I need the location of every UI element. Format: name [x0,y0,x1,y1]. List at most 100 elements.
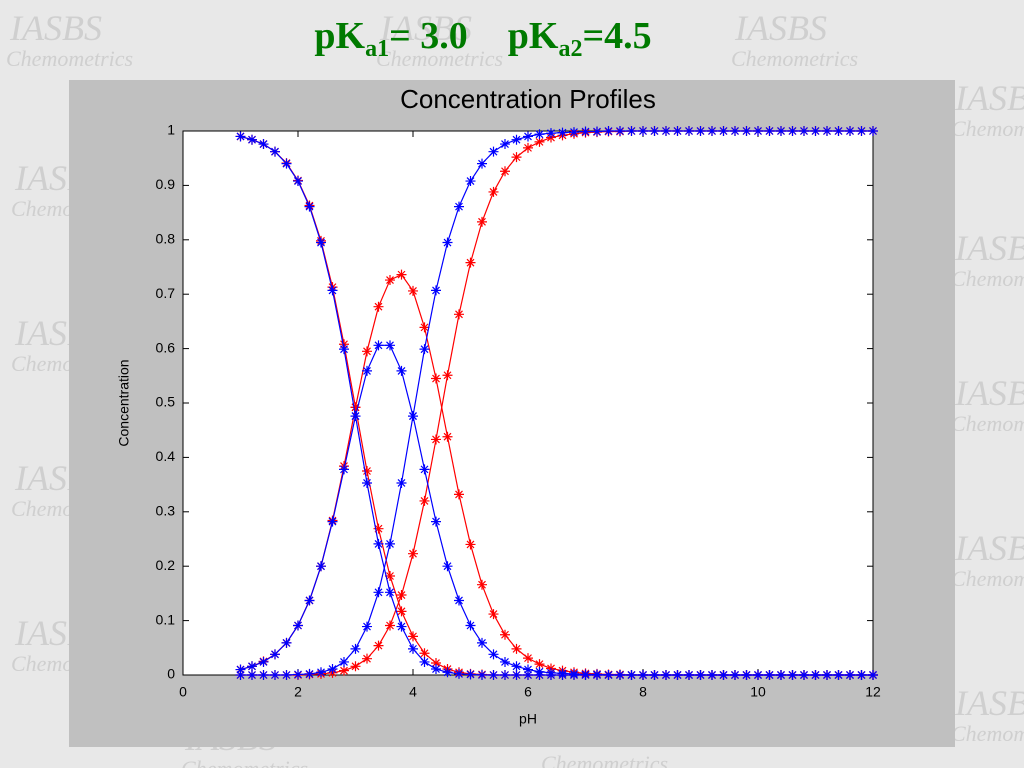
data-marker [707,126,717,136]
watermark-caption: Chemometrics [376,46,503,71]
data-marker [396,590,407,601]
data-marker [534,659,545,670]
data-marker [477,670,487,680]
y-tick-label: 0.6 [156,339,176,355]
x-axis-label: pH [519,711,537,727]
data-marker [500,629,510,640]
data-marker [615,670,625,680]
data-marker [661,126,671,136]
data-marker [362,621,372,632]
data-marker [304,668,315,679]
data-marker [488,146,499,157]
data-marker [477,158,487,169]
data-marker [488,670,499,680]
data-marker [281,158,292,169]
data-marker [465,257,476,268]
data-marker [362,477,372,488]
data-marker [419,322,430,333]
data-marker [523,131,533,142]
title-part: pK [314,15,365,57]
watermark-logo: IASBS [734,8,827,48]
x-tick-label: 12 [865,684,881,700]
data-marker [764,126,775,136]
data-marker [350,402,361,413]
data-marker [672,126,683,136]
data-marker [304,595,315,606]
data-marker [730,126,740,136]
data-marker [868,670,878,680]
x-tick-label: 2 [294,684,302,700]
data-marker [442,237,453,248]
data-marker [799,670,809,680]
data-marker [293,620,303,631]
data-marker [247,134,257,145]
data-marker [695,126,706,136]
data-marker [385,538,395,549]
data-marker [523,142,533,153]
data-marker [523,653,533,664]
y-tick-label: 0.2 [156,557,176,573]
data-marker [419,464,430,475]
data-marker [350,661,361,672]
data-marker [258,139,269,150]
data-marker [718,126,729,136]
data-marker [431,434,441,445]
data-marker [362,365,372,376]
y-tick-label: 0 [167,666,175,682]
watermark-logo: IASBS [954,683,1024,723]
data-marker [270,670,280,680]
data-marker [270,146,280,157]
data-marker [431,658,441,669]
data-marker [408,411,418,422]
data-marker [810,126,821,136]
data-marker [511,643,522,654]
data-marker [454,489,464,500]
watermark-caption: Chemometrics [951,566,1024,591]
data-marker [316,667,326,678]
data-marker [523,670,533,680]
title-part: pK [508,15,559,57]
data-marker [442,561,453,572]
data-marker [373,538,384,549]
data-marker [557,127,568,138]
data-marker [500,139,510,150]
data-marker [465,620,476,631]
data-marker [385,620,395,631]
watermark-logo: IASBS [954,528,1024,568]
data-marker [442,667,453,678]
data-marker [373,523,384,534]
plot-area [182,130,874,676]
data-marker [626,670,637,680]
data-marker [868,126,878,136]
data-marker [454,201,464,212]
title-subscript: a1 [365,36,389,62]
data-marker [373,587,384,598]
data-marker [327,285,338,296]
data-marker [580,126,591,137]
data-marker [741,670,752,680]
data-marker [293,669,303,680]
data-marker [281,637,292,648]
data-marker [534,666,545,677]
data-marker [845,670,855,680]
data-marker [787,126,798,136]
title-part: = 3.0 [389,15,468,57]
data-marker [534,136,545,147]
data-marker [707,670,717,680]
watermark-logo: IASBS [954,228,1024,268]
data-marker [396,621,407,632]
data-marker [247,661,257,672]
data-marker [500,670,510,680]
data-marker [477,637,487,648]
watermark-logo: IASBS [954,78,1024,118]
x-tick-label: 8 [639,684,647,700]
title-subscript: a2 [558,36,582,62]
data-marker [258,670,269,680]
data-marker [247,670,257,680]
data-marker [419,648,430,659]
watermark-caption: Chemometrics [951,266,1024,291]
watermark-logo: IASBS [9,8,102,48]
data-marker [753,670,763,680]
data-marker [799,126,809,136]
data-marker [235,131,246,142]
